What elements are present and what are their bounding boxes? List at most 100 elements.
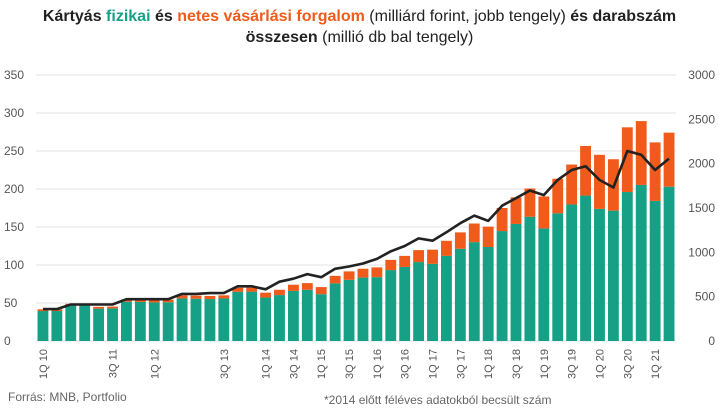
bar-online	[399, 255, 411, 267]
bar-online	[566, 164, 578, 205]
bar-physical	[343, 279, 355, 341]
bar-physical	[552, 213, 564, 341]
bar-online	[635, 121, 647, 185]
source-note: Forrás: MNB, Portfolio	[8, 390, 127, 404]
bar-physical	[385, 270, 397, 341]
x-axis-tick: 1Q 15	[316, 349, 328, 379]
bar-physical	[134, 301, 146, 341]
x-axis-tick: 3Q 20	[622, 349, 634, 379]
title-unit-left: (millió db bal tengely)	[317, 29, 474, 46]
bar-physical	[204, 299, 216, 341]
bar-physical	[607, 210, 619, 341]
bar-physical	[649, 200, 661, 341]
x-axis-tick: 1Q 19	[539, 349, 551, 379]
bar-online	[496, 208, 508, 232]
right-axis-tick: 2500	[688, 112, 715, 126]
left-axis-tick: 300	[4, 106, 24, 120]
footnote: *2014 előtt féléves adatokból becsült sz…	[324, 393, 552, 407]
bar-online	[260, 292, 271, 298]
bar-physical	[482, 247, 494, 341]
right-axis-tick: 0	[708, 334, 715, 348]
x-axis-tick: 1Q 12	[149, 349, 161, 379]
bar-physical	[301, 289, 313, 341]
x-axis-tick: 1Q 18	[483, 349, 495, 379]
bar-online	[37, 309, 49, 312]
bar-online	[287, 284, 299, 291]
chart-title: Kártyás fizikai és netes vásárlási forga…	[0, 6, 719, 48]
right-axis-tick: 2000	[688, 157, 715, 171]
bar-physical	[524, 216, 536, 341]
bar-physical	[496, 231, 508, 341]
bar-physical	[37, 311, 49, 341]
bar-online	[232, 287, 244, 292]
x-axis-tick: 3Q 19	[567, 349, 579, 379]
bar-online	[649, 142, 661, 201]
title-text-3: és darabszám	[570, 8, 677, 25]
bar-physical	[441, 255, 452, 341]
left-axis-tick: 250	[4, 144, 24, 158]
bar-physical	[107, 308, 118, 341]
x-axis-tick: 3Q 16	[400, 349, 412, 379]
bar-physical	[663, 186, 675, 341]
bar-physical	[79, 305, 91, 341]
bar-online	[441, 240, 452, 256]
x-axis-tick: 1Q 20	[594, 349, 606, 379]
left-axis-tick: 100	[4, 258, 24, 272]
bar-physical	[427, 263, 438, 341]
x-axis-tick: 3Q 18	[511, 349, 523, 379]
bar-physical	[315, 294, 327, 341]
bar-physical	[287, 290, 299, 341]
x-axis-tick: 3Q 14	[288, 349, 300, 379]
x-axis-tick: 3Q 15	[344, 349, 356, 379]
bar-physical	[399, 266, 411, 341]
bar-physical	[93, 308, 105, 341]
bar-physical	[635, 184, 647, 341]
bar-online	[357, 268, 369, 278]
bar-online	[594, 154, 605, 209]
bar-online	[524, 188, 536, 217]
bar-online	[385, 259, 397, 271]
bar-online	[510, 197, 522, 224]
x-axis-tick: 1Q 21	[650, 349, 662, 379]
bar-online	[371, 267, 383, 278]
bar-online	[148, 299, 160, 303]
bar-physical	[274, 295, 285, 341]
bar-online	[427, 249, 438, 264]
bar-physical	[65, 305, 77, 341]
bar-physical	[190, 298, 202, 341]
bar-physical	[148, 302, 160, 341]
bar-online	[454, 232, 466, 249]
bar-online	[107, 306, 118, 309]
bar-online	[315, 287, 327, 295]
title-line-2: összesen (millió db bal tengely)	[0, 27, 719, 48]
bar-physical	[162, 302, 174, 341]
title-line-1: Kártyás fizikai és netes vásárlási forga…	[0, 6, 719, 27]
bar-online	[482, 226, 494, 248]
bar-physical	[176, 298, 188, 341]
title-physical: fizikai	[106, 8, 151, 25]
bar-online	[93, 306, 105, 309]
x-axis-tick: 3Q 13	[219, 349, 231, 379]
bar-physical	[413, 262, 425, 341]
right-axis-tick: 1000	[688, 245, 715, 259]
bar-online	[121, 299, 132, 302]
left-axis-tick: 150	[4, 220, 24, 234]
bar-online	[343, 271, 355, 280]
bar-physical	[538, 228, 550, 341]
bar-online	[134, 299, 146, 302]
bar-online	[162, 299, 174, 303]
title-text-1: Kártyás	[42, 8, 107, 25]
bar-physical	[468, 242, 480, 341]
bar-physical	[246, 291, 258, 341]
bar-online	[621, 127, 633, 193]
x-axis-tick: 3Q 11	[108, 349, 120, 378]
right-axis-tick: 500	[695, 290, 715, 304]
right-axis-tick: 3000	[688, 68, 715, 82]
x-axis-tick: 1Q 14	[261, 349, 273, 379]
bar-online	[580, 145, 591, 196]
bar-physical	[121, 301, 132, 341]
bar-online	[204, 295, 216, 300]
bar-online	[552, 178, 564, 214]
bar-physical	[218, 298, 230, 341]
count-line	[43, 149, 670, 311]
